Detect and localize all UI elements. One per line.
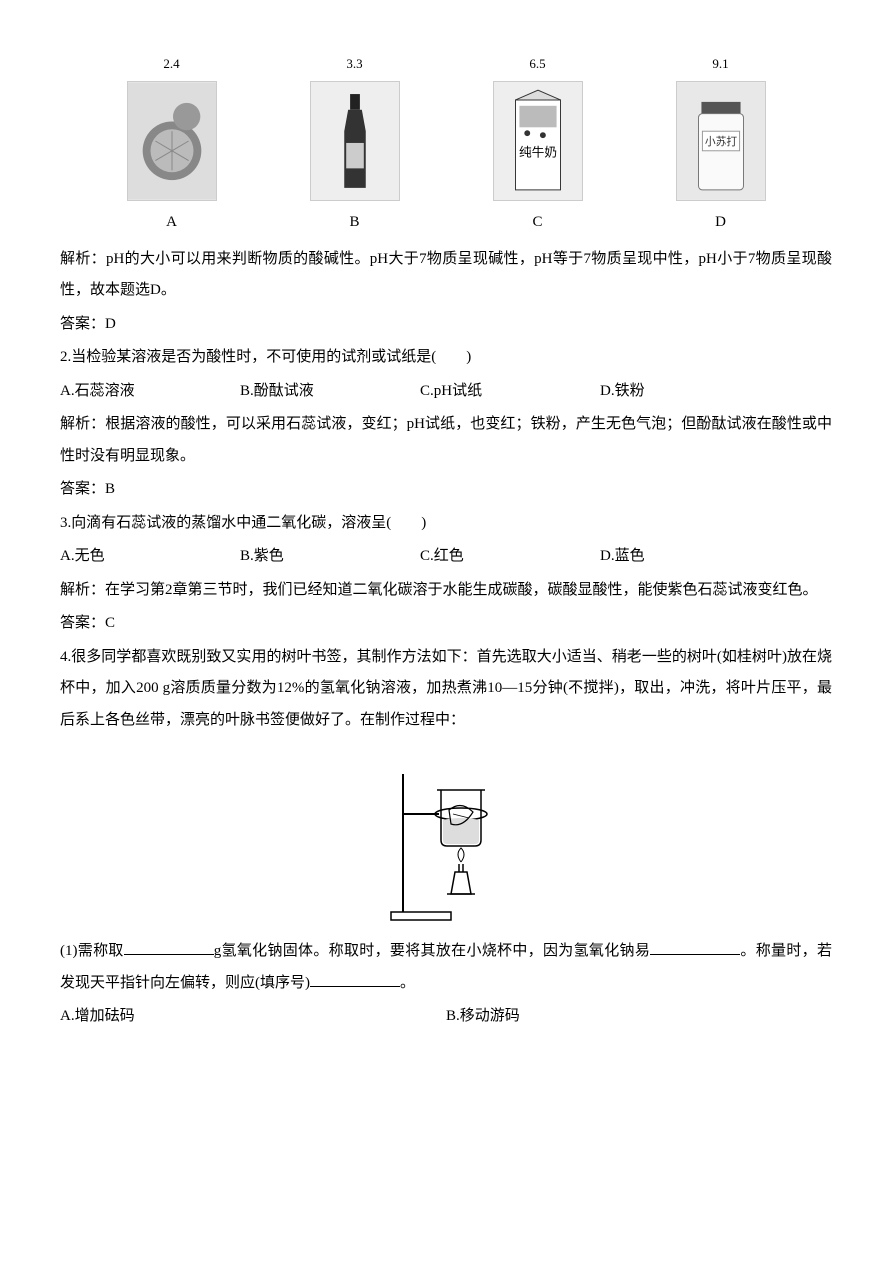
analysis-text: 在学习第2章第三节时，我们已经知道二氧化碳溶于水能生成碳酸，碳酸显酸性，能使紫色… [105, 582, 818, 598]
q3-option-c: C.红色 [420, 541, 600, 573]
q4-sub1-options: A.增加砝码 B.移动游码 [60, 1001, 832, 1033]
heating-apparatus-diagram [60, 754, 832, 924]
blank-mass [124, 939, 214, 956]
analysis-text: 根据溶液的酸性，可以采用石蕊试液，变红；pH试纸，也变红；铁粉，产生无色气泡；但… [60, 416, 832, 464]
q3-options: A.无色 B.紫色 C.红色 D.蓝色 [60, 541, 832, 573]
ph-value: 2.4 [163, 50, 179, 77]
q2-option-d: D.铁粉 [600, 376, 780, 408]
answer-text: C [105, 615, 115, 631]
milkbox-icon: 纯牛奶 [493, 81, 583, 201]
answer-text: B [105, 481, 115, 497]
product-a: 2.4 A [112, 50, 232, 239]
q2-option-b: B.酚酞试液 [240, 376, 420, 408]
q1-answer: 答案：D [60, 309, 832, 341]
q4-stem: 4.很多同学都喜欢既别致又实用的树叶书签，其制作方法如下：首先选取大小适当、稍老… [60, 642, 832, 737]
q3-answer: 答案：C [60, 608, 832, 640]
q2-stem: 2.当检验某溶液是否为酸性时，不可使用的试剂或试纸是( ) [60, 342, 832, 374]
q2-option-c: C.pH试纸 [420, 376, 600, 408]
answer-label: 答案： [60, 316, 105, 332]
option-letter: A [166, 207, 177, 239]
product-d: 9.1 小苏打 D [661, 50, 781, 239]
ph-value: 6.5 [529, 50, 545, 77]
analysis-label: 解析： [60, 582, 105, 598]
q2-analysis: 解析：根据溶液的酸性，可以采用石蕊试液，变红；pH试纸，也变红；铁粉，产生无色气… [60, 409, 832, 472]
analysis-text: pH的大小可以用来判断物质的酸碱性。pH大于7物质呈现碱性，pH等于7物质呈现中… [60, 251, 832, 299]
citrus-icon [127, 81, 217, 201]
analysis-label: 解析： [60, 251, 106, 267]
product-c: 6.5 纯牛奶 C [478, 50, 598, 239]
q3-analysis: 解析：在学习第2章第三节时，我们已经知道二氧化碳溶于水能生成碳酸，碳酸显酸性，能… [60, 575, 832, 607]
q3-option-a: A.无色 [60, 541, 240, 573]
q4-sub1-mid1: g氢氧化钠固体。称取时，要将其放在小烧杯中，因为氢氧化钠易 [214, 943, 650, 959]
svg-text:小苏打: 小苏打 [704, 135, 737, 148]
q3-stem: 3.向滴有石蕊试液的蒸馏水中通二氧化碳，溶液呈( ) [60, 508, 832, 540]
blank-property [650, 939, 740, 956]
ph-value: 9.1 [712, 50, 728, 77]
product-image-row: 2.4 A 3.3 B [60, 50, 832, 239]
jar-icon: 小苏打 [676, 81, 766, 201]
answer-label: 答案： [60, 481, 105, 497]
q1-analysis: 解析：pH的大小可以用来判断物质的酸碱性。pH大于7物质呈现碱性，pH等于7物质… [60, 244, 832, 307]
product-b: 3.3 B [295, 50, 415, 239]
q4-option-b: B.移动游码 [446, 1001, 832, 1033]
q2-answer: 答案：B [60, 474, 832, 506]
svg-text:纯牛奶: 纯牛奶 [518, 146, 556, 160]
q4-sub1-pre: (1)需称取 [60, 943, 124, 959]
q3-option-b: B.紫色 [240, 541, 420, 573]
answer-text: D [105, 316, 116, 332]
q4-option-a: A.增加砝码 [60, 1001, 446, 1033]
q4-sub1-end: 。 [400, 975, 415, 991]
bottle-icon [310, 81, 400, 201]
option-letter: B [349, 207, 359, 239]
answer-label: 答案： [60, 615, 105, 631]
blank-choice [310, 970, 400, 987]
analysis-label: 解析： [60, 416, 105, 432]
q2-option-a: A.石蕊溶液 [60, 376, 240, 408]
q4-sub1: (1)需称取g氢氧化钠固体。称取时，要将其放在小烧杯中，因为氢氧化钠易。称量时，… [60, 936, 832, 999]
ph-value: 3.3 [346, 50, 362, 77]
q2-options: A.石蕊溶液 B.酚酞试液 C.pH试纸 D.铁粉 [60, 376, 832, 408]
option-letter: D [715, 207, 726, 239]
option-letter: C [532, 207, 542, 239]
q3-option-d: D.蓝色 [600, 541, 780, 573]
